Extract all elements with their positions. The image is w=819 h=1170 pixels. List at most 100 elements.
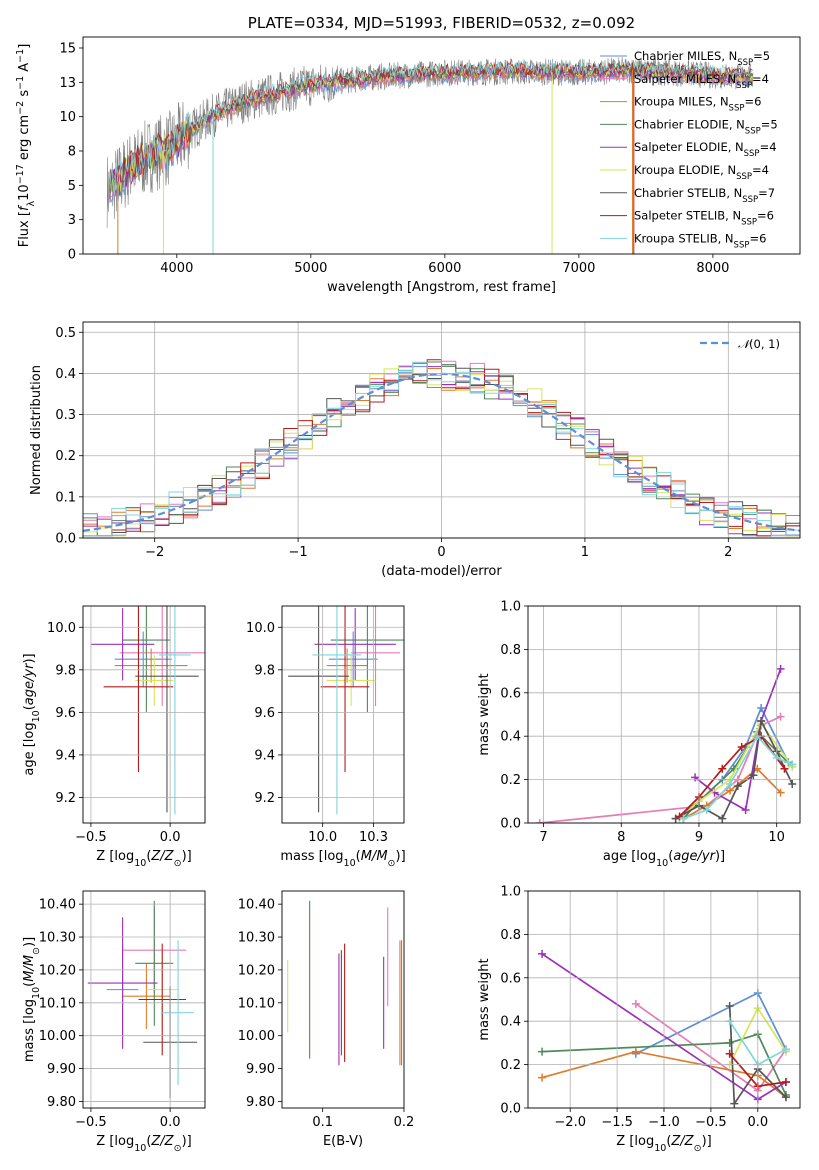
y-tick-label: 9.6 — [55, 706, 76, 721]
axes-frame — [82, 36, 801, 255]
axes-frame — [82, 605, 206, 824]
x-tick-label: −1 — [289, 545, 308, 560]
x-tick-label: 1 — [581, 545, 589, 560]
y-axis-label: mass weight — [477, 673, 492, 755]
legend: 𝒩(0, 1) — [700, 337, 780, 351]
series-marker — [780, 764, 789, 773]
series-line — [728, 1005, 787, 1107]
legend-label: Chabrier ELODIE, NSSP=5 — [634, 117, 778, 136]
model-spectrum — [109, 60, 753, 184]
data-point — [314, 608, 396, 681]
y-tick-label: 9.2 — [254, 791, 275, 806]
y-tick-label: 9.8 — [55, 663, 76, 678]
y-tick-label: 9.4 — [254, 748, 275, 763]
y-tick-label: 9.4 — [55, 748, 76, 763]
x-tick-label: −0.5 — [695, 1115, 727, 1130]
plot-area — [90, 606, 205, 815]
x-axis-label: age [log10(age/yr)] — [603, 849, 725, 869]
data-point — [122, 963, 171, 1030]
x-axis-label: Z [log10(Z/Z⊙)] — [96, 1134, 191, 1154]
legend-label: Salpeter ELODIE, NSSP=4 — [634, 140, 777, 159]
series-marker — [733, 782, 742, 791]
data-point — [162, 940, 194, 1085]
axes-frame — [281, 890, 405, 1109]
x-axis-label: Z [log10(Z/Z⊙)] — [96, 849, 191, 869]
x-tick-label: 4000 — [160, 261, 193, 276]
axes-frame — [281, 605, 405, 824]
x-tick-label: −1.5 — [601, 1115, 633, 1130]
y-tick-label: 0.8 — [500, 928, 521, 943]
x-tick-label: 7 — [539, 830, 547, 845]
y-tick-label: 0.3 — [55, 408, 76, 423]
x-tick-label: −0.5 — [75, 1115, 107, 1130]
series-marker — [631, 999, 640, 1008]
y-tick-label: 10.10 — [39, 996, 76, 1011]
data-point — [122, 606, 171, 713]
y-tick-label: 10 — [59, 110, 76, 125]
x-tick-label: −1.0 — [648, 1115, 680, 1130]
y-tick-label: 3 — [68, 213, 76, 228]
panel-weight_vs_age: 7 8 9 10 0.0 0.2 0.4 0.6 0.8 1.0 age [log10(age/yr… — [477, 600, 801, 869]
x-tick-label: −0.5 — [75, 830, 107, 845]
y-axis-label: Flux [fλ10−17 erg cm−2 s−1 A−1] — [15, 44, 37, 248]
y-axis-label: mass [log10(M/M⊙)] — [22, 937, 42, 1062]
x-tick-label: 2 — [724, 545, 732, 560]
data-point — [288, 606, 350, 813]
series-marker — [776, 788, 785, 797]
series-marker — [726, 779, 735, 788]
x-tick-label: −2.0 — [554, 1115, 586, 1130]
y-tick-label: 5 — [68, 179, 76, 194]
series-marker — [691, 773, 700, 782]
data-point — [90, 608, 155, 681]
series-marker — [679, 814, 688, 823]
series-marker — [776, 664, 785, 673]
model-spectrum — [109, 59, 754, 195]
y-tick-label: 0.0 — [500, 1102, 521, 1117]
data-point — [135, 654, 174, 706]
series-line — [539, 715, 781, 823]
y-tick-label: 8 — [68, 144, 76, 159]
series-marker — [718, 764, 727, 773]
panel-age_vs_mass: 10.0 10.3 9.2 9.4 9.6 9.8 10.0 mass [log10(M/M⊙… — [246, 605, 406, 869]
x-tick-label: 10.0 — [308, 830, 337, 845]
y-tick-label: 0.1 — [55, 490, 76, 505]
legend-label: Kroupa MILES, NSSP=6 — [634, 95, 761, 114]
series-line — [678, 735, 786, 818]
plot-area — [288, 606, 404, 815]
series-marker — [725, 1049, 734, 1058]
data-point — [159, 606, 191, 815]
plot-area — [535, 664, 797, 823]
x-axis-label: mass [log10(M/M⊙)] — [280, 849, 405, 869]
y-tick-label: 0.4 — [55, 367, 76, 382]
series-marker — [781, 1077, 790, 1086]
y-axis-label: Normed distribution — [29, 365, 44, 495]
axes-frame — [82, 890, 206, 1109]
x-tick-label: 7000 — [562, 261, 595, 276]
y-tick-label: 13 — [59, 76, 76, 91]
panel-mass_vs_Z: −0.5 0.0 9.80 9.90 10.00 10.10 10.20 10.30 10.40… — [22, 890, 206, 1154]
y-tick-label: 0.2 — [55, 449, 76, 464]
x-tick-label: 8 — [617, 830, 625, 845]
axes-frame — [527, 605, 801, 824]
y-tick-label: 0.6 — [500, 971, 521, 986]
y-tick-label: 9.8 — [254, 663, 275, 678]
y-tick-label: 10.0 — [246, 621, 275, 636]
chart-title: PLATE=0334, MJD=51993, FIBERID=0532, z=0… — [248, 14, 635, 32]
legend-label: Salpeter MILES, NSSP=4 — [634, 72, 769, 91]
x-tick-label: 10.3 — [359, 830, 388, 845]
plot-area — [106, 57, 754, 254]
legend-label: Salpeter STELIB, NSSP=6 — [634, 209, 774, 228]
data-point — [103, 606, 174, 772]
series-marker — [702, 805, 711, 814]
panel-mass_vs_EBV: 0.1 0.2 9.80 9.90 10.00 10.10 10.20 10.30 10.40 E… — [238, 890, 414, 1149]
series-marker — [788, 779, 797, 788]
data-point — [114, 648, 188, 683]
series-marker — [757, 703, 766, 712]
panel-age_vs_Z: −0.5 0.0 9.2 9.4 9.6 9.8 10.0 Z [log10(Z/Z⊙)] ag… — [22, 605, 206, 869]
x-tick-label: 8000 — [696, 261, 729, 276]
y-tick-label: 10.0 — [47, 621, 76, 636]
x-axis-label: Z [log10(Z/Z⊙)] — [616, 1134, 711, 1154]
series-marker — [730, 1099, 739, 1108]
panel-residuals: −2 −1 0 1 2 0.0 0.1 0.2 0.3 0.4 0.5 (data-model)/er… — [29, 321, 801, 579]
